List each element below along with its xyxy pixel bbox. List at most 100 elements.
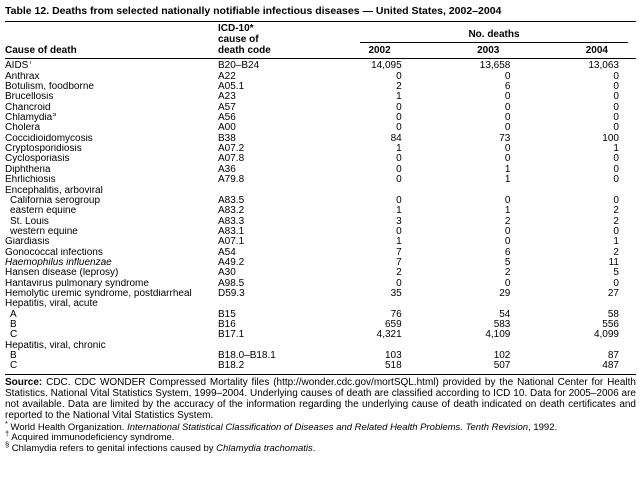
row-label: Haemophilus influenzae: [5, 257, 112, 268]
row-value: 0: [504, 122, 511, 134]
row-value: 0: [504, 153, 511, 165]
table-row: Chlamydia§ A56 0 0 0: [5, 112, 636, 124]
row-value: 0: [396, 163, 402, 175]
row-value: 102: [493, 350, 511, 362]
row-code: A07.8: [218, 153, 245, 165]
row-label: Giardiasis: [5, 237, 50, 248]
table-row: C B18.2 518 507 487: [5, 360, 636, 372]
year-headers: 2002 2003 2004: [310, 45, 636, 56]
footnote: § Chlamydia refers to genital infections…: [5, 439, 316, 454]
row-value: 1: [396, 143, 402, 155]
row-value: [527, 186, 636, 196]
row-code: A05.1: [218, 81, 245, 93]
row-code: A00: [218, 122, 236, 134]
row-code: B16: [218, 318, 236, 330]
table-row: AIDS† B20–B24 14,095 13,658 13,063: [5, 60, 636, 72]
table-row: Cyclosporiasis A07.8 0 0 0: [5, 153, 636, 165]
row-value: 507: [493, 360, 511, 372]
row-code: A07.2: [218, 143, 245, 155]
row-value: 0: [504, 101, 511, 113]
row-value: 2: [396, 267, 402, 279]
row-value: 0: [504, 91, 511, 103]
row-value: 35: [390, 287, 402, 299]
row-code: A22: [218, 70, 236, 82]
row-value: 2: [504, 267, 511, 279]
table-row: Chancroid A57 0 0 0: [5, 101, 636, 113]
row-code: B38: [218, 132, 236, 144]
table-row: eastern equine A83.2 1 1 2: [5, 205, 636, 217]
row-value: 0: [396, 70, 402, 82]
row-label: A: [10, 309, 17, 320]
row-value: 0: [613, 163, 619, 175]
table-row: California serogroup A83.5 0 0 0: [5, 194, 636, 206]
row-value: 487: [602, 360, 619, 372]
table-row: Cryptosporidiosis A07.2 1 0 1: [5, 143, 636, 155]
table-body: AIDS† B20–B24 14,095 13,658 13,063 Anthrax A22…: [5, 59, 636, 372]
icd-header-line1: ICD-10*: [218, 23, 254, 34]
row-value: 29: [499, 287, 511, 299]
icd-header-line2: cause of: [218, 33, 259, 45]
row-value: 27: [607, 287, 619, 299]
row-code: B17.1: [218, 329, 245, 341]
row-value: 0: [504, 70, 511, 82]
row-value: 6: [504, 81, 511, 93]
row-value: 659: [385, 318, 402, 330]
table-row: Diphtheria A36 0 1 0: [5, 163, 636, 175]
row-label: Botulism, foodborne: [5, 82, 94, 93]
column-header-icd-code: ICD-10* cause of death code: [218, 23, 310, 56]
table-row: Hantavirus pulmonary syndrome A98.5 0 0 0: [5, 277, 636, 289]
row-value: 0: [613, 225, 619, 237]
row-code: A49.2: [218, 256, 245, 268]
row-value: 2: [396, 81, 402, 93]
row-code: D59.3: [218, 287, 245, 299]
row-label: Hepatitis, viral, chronic: [5, 340, 106, 351]
row-label: B: [10, 319, 17, 330]
row-label: Cryptosporidiosis: [5, 144, 82, 155]
row-value: 0: [613, 153, 619, 165]
row-value: 2: [613, 205, 619, 217]
column-header-2002: 2002: [368, 45, 391, 57]
row-label: western equine: [10, 226, 78, 237]
row-code: A79.8: [218, 174, 245, 186]
row-value: 2: [613, 215, 619, 227]
row-value: 0: [613, 122, 619, 134]
table-row: Encephalitis, arboviral: [5, 186, 636, 196]
row-value: 0: [613, 91, 619, 103]
row-code: A98.5: [218, 277, 245, 289]
table-row: B B16 659 583 556: [5, 318, 636, 330]
row-value: [310, 186, 419, 196]
row-value: 87: [607, 350, 619, 362]
row-value: 0: [613, 174, 619, 186]
row-value: 0: [504, 236, 511, 248]
row-label: California serogroup: [10, 195, 101, 206]
row-value: 518: [385, 360, 402, 372]
row-label: Ehrlichiosis: [5, 175, 56, 186]
row-code: A07.1: [218, 236, 245, 248]
table-row: Anthrax A22 0 0 0: [5, 70, 636, 82]
row-value: 4,109: [485, 329, 511, 341]
footnotes: * World Health Organization. Internation…: [5, 419, 636, 455]
row-value: 1: [504, 174, 511, 186]
row-value: 1: [504, 205, 511, 217]
source-note: Source: CDC. CDC WONDER Compressed Morta…: [5, 373, 636, 422]
row-value: 1: [613, 143, 619, 155]
row-label: Cyclosporiasis: [5, 154, 70, 165]
row-value: 2: [504, 215, 511, 227]
row-value: 58: [607, 308, 619, 320]
row-label: Chlamydia§: [5, 113, 57, 124]
row-label: Hepatitis, viral, acute: [5, 299, 98, 310]
row-value: 0: [396, 153, 402, 165]
row-value: 0: [504, 112, 511, 124]
row-label: C: [10, 330, 18, 341]
row-label: Hantavirus pulmonary syndrome: [5, 278, 149, 289]
row-value: 0: [396, 194, 402, 206]
row-value: 0: [613, 101, 619, 113]
row-value: 1: [613, 236, 619, 248]
row-value: [527, 299, 636, 309]
column-header-2003: 2003: [477, 45, 500, 57]
row-label: St. Louis: [10, 216, 49, 227]
row-value: 0: [613, 112, 619, 124]
table-row: Hepatitis, viral, acute: [5, 299, 636, 309]
row-value: 14,095: [371, 60, 402, 72]
row-code: B20–B24: [218, 60, 260, 72]
